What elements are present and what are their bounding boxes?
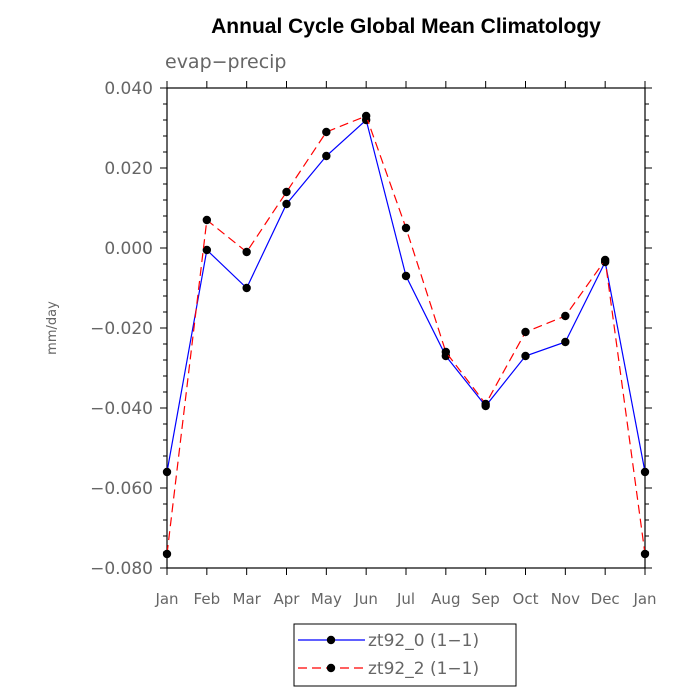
y-tick-label: 0.000 [104,239,153,259]
x-tick-label: Feb [194,590,221,608]
data-point [640,467,650,477]
y-tick-label: 0.020 [104,159,153,179]
y-tick-labels: 0.040 0.020 0.000 −0.020 −0.040 −0.060 −0.080 [90,79,153,579]
data-point [640,549,650,559]
legend-label-1: zt92_2 (1−1) [368,659,479,679]
x-tick-label: Jun [353,590,377,608]
data-point [162,467,172,477]
chart-title: Annual Cycle Global Mean Climatology [211,15,601,38]
data-point [282,199,291,209]
axis-ticks [160,81,652,575]
plot-frame [166,87,646,569]
data-point [401,271,411,281]
y-tick-label: 0.040 [104,79,153,99]
x-tick-label: Jan [632,590,656,608]
data-point [521,351,530,361]
legend: zt92_0 (1−1) zt92_2 (1−1) [293,623,517,687]
x-tick-label: Nov [551,590,580,608]
data-point [242,283,251,293]
series-layer [162,111,650,559]
x-tick-label: Sep [472,590,500,608]
x-tick-label: Jan [154,590,178,608]
data-point [162,549,172,559]
data-point [322,151,331,161]
data-point [202,245,212,255]
data-point [401,223,411,233]
data-point [322,127,331,137]
y-tick-label: −0.060 [90,479,153,499]
data-point [521,327,530,337]
chart-subtitle: evap−precip [165,51,287,73]
legend-box [293,623,517,687]
data-point [441,347,451,357]
x-tick-label: Dec [591,590,620,608]
series-line-0 [166,118,646,473]
x-tick-label: Aug [431,590,460,608]
series-line-1 [166,115,646,555]
x-tick-labels: Jan Feb Mar Apr May Jun Jul Aug Sep Oct Nov Dec Jan [154,590,656,608]
data-point [242,247,251,257]
x-tick-label: Jul [396,590,415,608]
data-point [561,337,570,347]
legend-marker-1 [326,663,336,673]
data-point [282,187,291,197]
x-tick-label: Mar [233,590,262,608]
x-tick-label: Oct [513,590,539,608]
data-point [481,399,490,409]
y-tick-label: −0.020 [90,319,153,339]
y-tick-label: −0.040 [90,399,153,419]
y-tick-label: −0.080 [90,559,153,579]
legend-label-0: zt92_0 (1−1) [368,631,479,651]
x-tick-label: May [311,590,342,608]
data-point [202,215,212,225]
y-axis-label: mm/day [45,301,60,355]
data-point [361,111,371,121]
x-tick-label: Apr [274,590,301,608]
legend-marker-0 [326,635,336,645]
data-point [600,255,610,265]
data-point [561,311,570,321]
